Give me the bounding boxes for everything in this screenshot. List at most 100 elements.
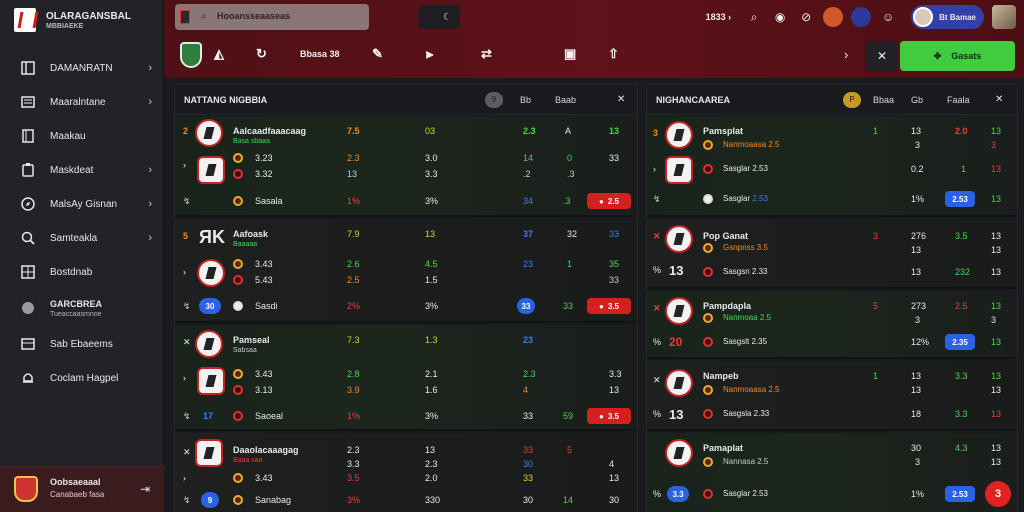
column-header[interactable]: Baab — [555, 95, 577, 105]
odds-cell[interactable]: 13 — [911, 267, 922, 277]
message-dot[interactable] — [851, 7, 872, 27]
odds-cell[interactable]: 1.6 — [425, 385, 438, 395]
odds-cell[interactable]: 2.8 — [347, 369, 360, 379]
odds-cell[interactable]: 3 — [915, 315, 921, 325]
theme-toggle[interactable]: ☾ — [418, 5, 460, 29]
smile-icon[interactable]: ☺ — [881, 10, 895, 24]
odds-badge[interactable]: 33 — [517, 298, 535, 314]
live-bet-button[interactable]: ● 2.5 — [587, 193, 631, 209]
search-icon[interactable]: ⌕ — [750, 9, 758, 24]
odds-cell[interactable]: 5 — [567, 445, 573, 455]
match-row[interactable]: 2 Aalcaadfaaacaag Basa sbaaa › 3.23 3.32… — [175, 116, 637, 217]
expand-icon[interactable]: › — [653, 164, 656, 174]
chevron-right-icon[interactable]: › — [844, 47, 849, 62]
match-row[interactable]: Pamaplat Nannasa 2.5 % 3.3 Sasglar 2.53 … — [647, 433, 1017, 512]
column-header[interactable]: Gb — [911, 95, 924, 105]
odds-cell[interactable]: 33 — [523, 473, 534, 483]
odds-cell[interactable]: 13 — [991, 409, 1002, 419]
close-icon[interactable]: ✕ — [653, 303, 661, 313]
odds-cell[interactable]: 1 — [873, 371, 879, 381]
odds-cell[interactable]: 13 — [991, 337, 1002, 347]
odds-cell[interactable]: 30 — [609, 495, 620, 505]
odds-cell[interactable]: 1 — [961, 164, 967, 174]
odds-cell[interactable]: 1.5 — [425, 275, 438, 285]
expand-icon[interactable]: › — [183, 473, 186, 483]
notification-dot[interactable] — [823, 7, 844, 27]
refresh-icon[interactable]: ↻ — [256, 46, 267, 61]
sidebar-item-bell[interactable]: Coclam Hagpel — [0, 361, 164, 395]
odds-cell[interactable]: 330 — [425, 495, 441, 505]
upload-icon[interactable]: ⇧ — [608, 46, 619, 61]
team-badge[interactable] — [180, 42, 202, 68]
odds-cell[interactable]: 30 — [523, 495, 534, 505]
odds-cell[interactable]: 13 — [347, 169, 358, 179]
odds-cell[interactable]: 13 — [911, 126, 922, 136]
odds-cell[interactable]: 3 — [873, 231, 879, 241]
expand-icon[interactable]: › — [183, 373, 186, 383]
close-icon[interactable]: ✕ — [653, 231, 661, 241]
odds-cell[interactable]: 23 — [523, 259, 534, 269]
odds-cell[interactable]: 2.3 — [347, 153, 360, 163]
odds-cell[interactable]: 14 — [563, 495, 574, 505]
odds-cell[interactable]: 23 — [523, 335, 534, 345]
odds-cell[interactable]: 7.3 — [347, 335, 360, 345]
tools-button[interactable]: ✕ — [866, 41, 898, 71]
odds-cell[interactable]: 3.9 — [347, 385, 360, 395]
odds-cell[interactable]: 13 — [425, 229, 436, 239]
odds-cell[interactable]: 3.5 — [955, 231, 968, 241]
globe-icon[interactable]: ⊘ — [801, 10, 812, 24]
odds-cell[interactable]: 3.3 — [955, 371, 968, 381]
shuffle-icon[interactable]: ⇄ — [481, 46, 492, 61]
odds-cell[interactable]: A — [565, 126, 572, 136]
odds-cell[interactable]: 3.3 — [609, 369, 622, 379]
odds-cell[interactable]: 13 — [991, 245, 1002, 255]
pen-icon[interactable]: ✎ — [372, 46, 383, 61]
close-icon[interactable]: ✕ — [183, 337, 191, 347]
odds-cell[interactable]: 3% — [425, 196, 439, 206]
odds-cell[interactable]: 13 — [609, 385, 620, 395]
match-row[interactable]: ✕ Pop Ganat Gsnpnss 3.5 % 13 Sasgsn 2.33… — [647, 219, 1017, 289]
odds-cell[interactable]: 1.3 — [425, 335, 438, 345]
odds-cell[interactable]: 12% — [911, 337, 930, 347]
odds-cell[interactable]: 13 — [425, 445, 436, 455]
odds-cell[interactable]: 18 — [911, 409, 922, 419]
odds-cell[interactable]: 13 — [991, 164, 1002, 174]
odds-cell[interactable]: 13 — [991, 231, 1002, 241]
logout-icon[interactable]: ⇥ — [140, 482, 151, 496]
odds-cell[interactable]: 3 — [991, 140, 997, 150]
odds-cell[interactable]: 30 — [911, 443, 922, 453]
sidebar-item-clipboard[interactable]: Maskdeat › — [0, 153, 164, 187]
odds-cell[interactable]: 13 — [991, 443, 1002, 453]
odds-cell[interactable]: 33 — [563, 301, 574, 311]
live-bet-button[interactable]: ● 3.5 — [587, 298, 631, 314]
live-bet-button[interactable]: ● 3.5 — [587, 408, 631, 424]
odds-cell[interactable]: .3 — [567, 169, 575, 179]
odds-cell[interactable]: 4.3 — [955, 443, 968, 453]
odds-cell[interactable]: 1% — [347, 196, 361, 206]
odds-cell[interactable]: 7.9 — [347, 229, 360, 239]
odds-cell[interactable]: 13 — [991, 267, 1002, 277]
odds-cell[interactable]: 3 — [915, 457, 921, 467]
odds-cell[interactable]: 2.3 — [523, 126, 536, 136]
match-row[interactable]: ✕ Pampdapla Nanmoaa 2.5 % 20 Sasgslt 2.3… — [647, 291, 1017, 359]
match-row[interactable]: ✕ Pamseal Sabsaa › 3.43 3.13 7.3 2.8 3.9… — [175, 325, 637, 431]
sidebar-item-compass[interactable]: MalsAy Gisnan › — [0, 187, 164, 221]
odds-cell[interactable]: 13 — [609, 473, 620, 483]
odds-cell[interactable]: 3% — [347, 495, 361, 505]
user-photo[interactable] — [992, 5, 1016, 29]
cta-button[interactable]: ✤ Gasats — [900, 41, 1015, 71]
odds-cell[interactable]: 13 — [991, 371, 1002, 381]
odds-cell[interactable]: 1% — [911, 489, 925, 499]
odds-cell[interactable]: 3.5 — [347, 473, 360, 483]
odds-cell[interactable]: 33 — [609, 229, 620, 239]
column-header[interactable]: Bbaa — [873, 95, 895, 105]
odds-cell[interactable]: 37 — [523, 229, 534, 239]
match-row[interactable]: 3 Pamsplat Nanmoaasa 2.5 › Sasglar 2.53 … — [647, 116, 1017, 217]
odds-cell[interactable]: 14 — [523, 153, 534, 163]
odds-cell[interactable]: 2.3 — [425, 459, 438, 469]
odds-cell[interactable]: 13 — [609, 126, 620, 136]
odds-button[interactable]: 2.35 — [945, 334, 975, 350]
odds-cell[interactable]: .2 — [523, 169, 531, 179]
odds-cell[interactable]: 2% — [347, 301, 361, 311]
expand-icon[interactable]: › — [183, 160, 186, 170]
